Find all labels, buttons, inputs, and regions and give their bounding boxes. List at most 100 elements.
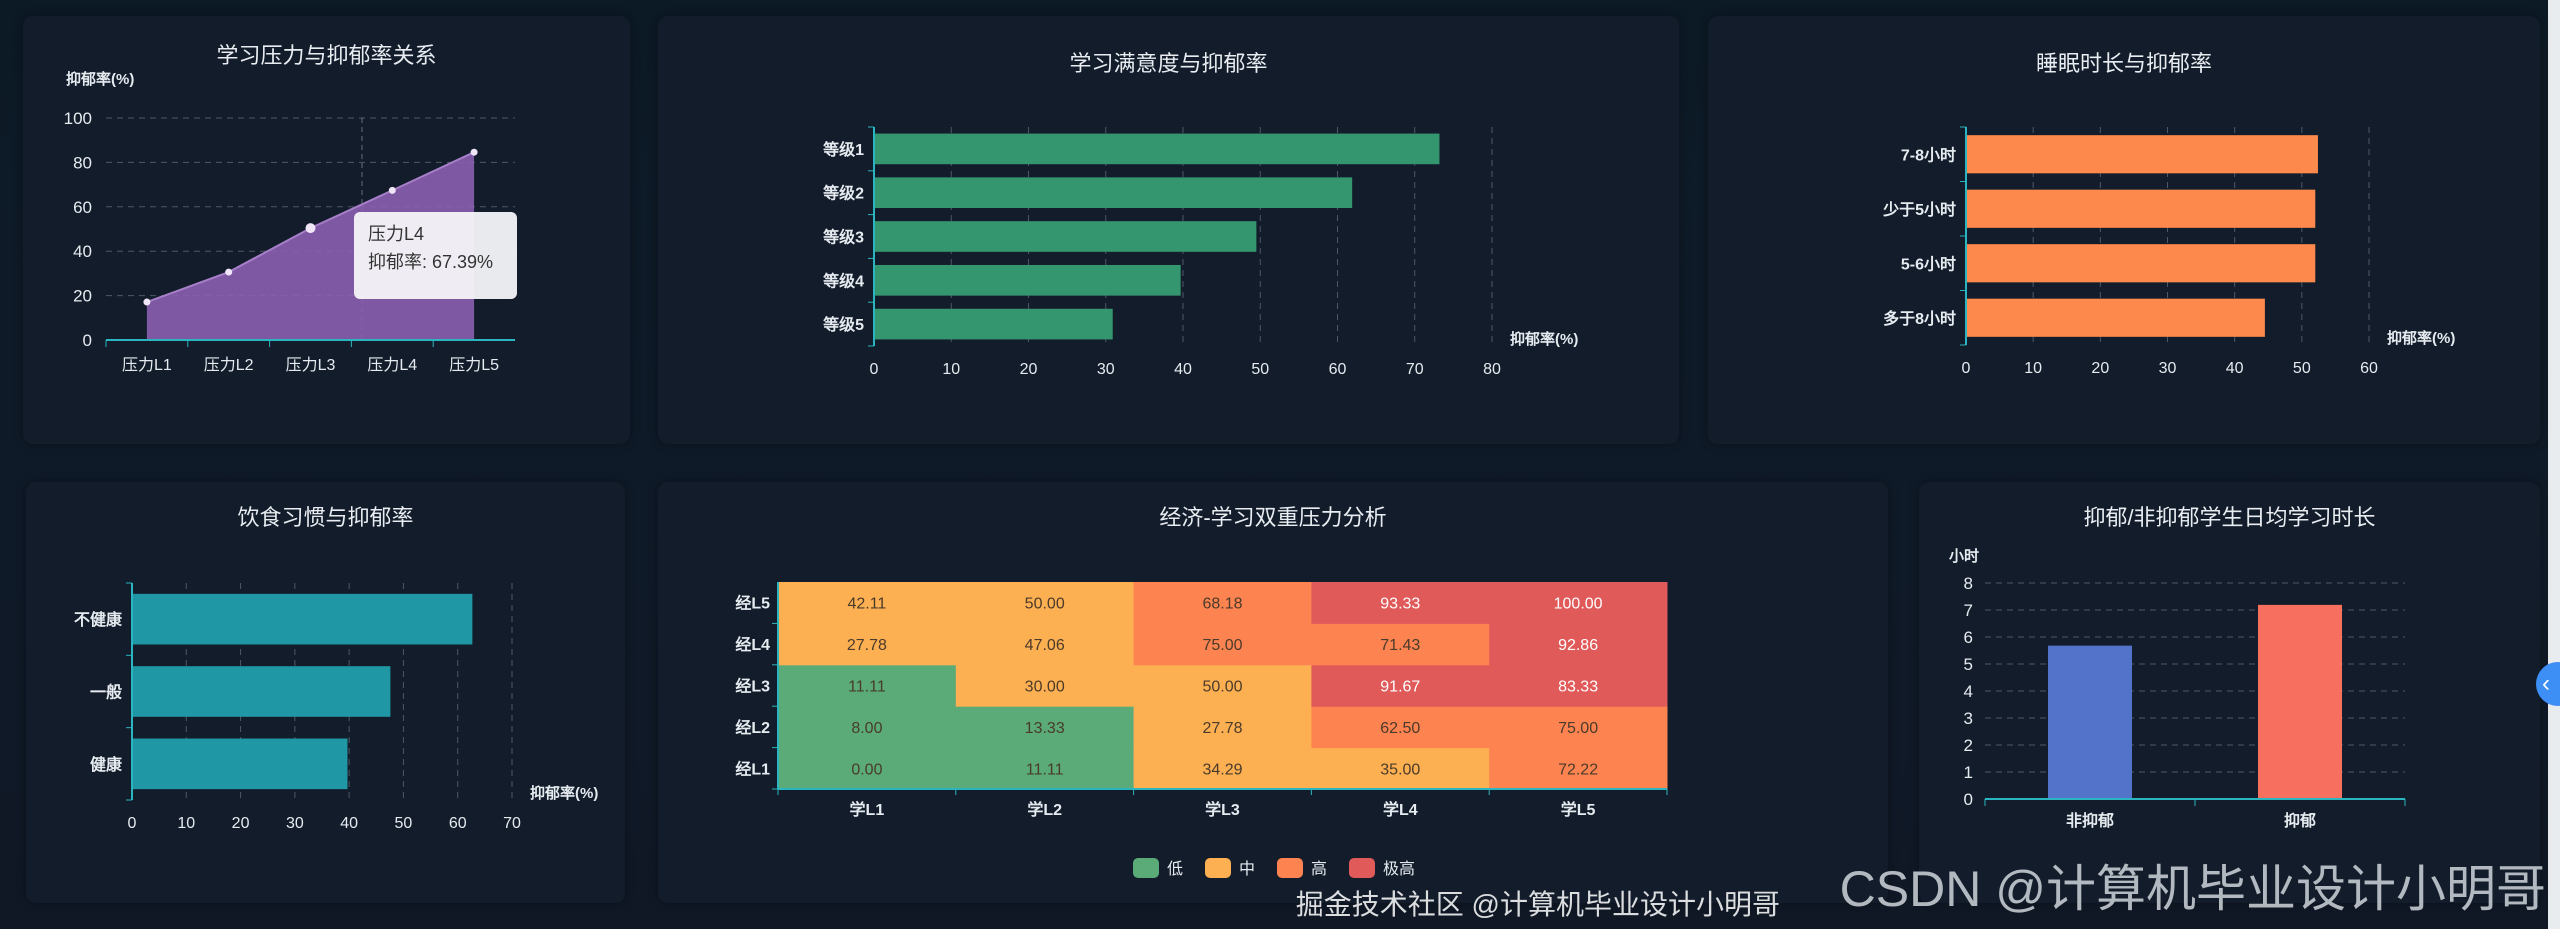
heatmap-cell xyxy=(1133,623,1312,666)
panel-heatmap-chart: 经济-学习双重压力分析 0.00 11.11 34.29 35.00 72.22 8.00… xyxy=(658,482,1888,903)
y-tick-label: 经L3 xyxy=(735,677,770,696)
cell-label: 34.29 xyxy=(1202,761,1242,778)
heatmap-cell xyxy=(778,664,957,707)
bar xyxy=(2258,604,2342,799)
legend-label: 中 xyxy=(1239,860,1255,878)
heatmap-cell xyxy=(1311,582,1490,624)
chart-title: 学习压力与抑郁率关系 xyxy=(216,43,437,68)
heatmap-cell xyxy=(1311,623,1490,666)
x-tick-label: 30 xyxy=(1097,361,1115,378)
bar xyxy=(2048,645,2132,799)
y-tick-label: 100 xyxy=(64,109,92,128)
bar xyxy=(1966,135,2318,174)
x-tick-label: 30 xyxy=(2159,360,2177,377)
cell-label: 100.00 xyxy=(1554,596,1603,613)
data-point xyxy=(388,186,396,194)
y-tick-label: 60 xyxy=(73,198,92,217)
legend-swatch xyxy=(1349,858,1375,878)
cell-label: 13.33 xyxy=(1025,720,1065,737)
bar xyxy=(1966,189,2316,228)
page-edge xyxy=(2548,0,2560,929)
chart-title: 睡眠时长与抑郁率 xyxy=(2035,51,2212,76)
y-tick-label: 40 xyxy=(73,242,92,261)
chart-title: 学习满意度与抑郁率 xyxy=(1069,51,1268,76)
watermark-secondary: 掘金技术社区 @计算机毕业设计小明哥 xyxy=(1295,889,1780,920)
x-axis-label: 抑郁率(%) xyxy=(530,784,598,802)
heatmap-cell xyxy=(1133,747,1312,790)
x-tick-label: 40 xyxy=(2226,360,2244,377)
y-tick-label: 3 xyxy=(1964,709,1973,728)
y-tick-label: 一般 xyxy=(90,683,122,702)
x-tick-label: 40 xyxy=(1174,361,1192,378)
x-tick-label: 抑郁 xyxy=(2284,811,2316,830)
heatmap-cell xyxy=(778,747,957,790)
heatmap-cell xyxy=(1311,747,1490,790)
heatmap-cell xyxy=(1133,582,1312,624)
x-tick-label: 50 xyxy=(2293,360,2311,377)
panel-study-hours-chart: 抑郁/非抑郁学生日均学习时长 0 1 2 3 4 5 6 7 8 小时 非抑郁 抑郁 xyxy=(1919,482,2540,903)
stress-area-chart: 0 20 40 60 80 100 抑郁率(%) 压力L1 压力L2 压力L3 压力L4 压力L5 xyxy=(64,70,515,374)
heatmap-cell xyxy=(778,623,957,666)
y-tick-label: 经L4 xyxy=(735,635,770,654)
y-tick-label: 经L1 xyxy=(735,759,770,778)
x-tick-label: 20 xyxy=(1020,361,1038,378)
y-axis-label: 小时 xyxy=(1949,548,1979,565)
y-tick-label: 多于8小时 xyxy=(1883,309,1956,328)
x-axis-label: 抑郁率(%) xyxy=(1510,330,1578,348)
cell-label: 47.06 xyxy=(1025,637,1065,654)
heatmap-chart: 0.00 11.11 34.29 35.00 72.22 8.00 13.33 27.78 62… xyxy=(735,582,1668,878)
cell-label: 72.22 xyxy=(1558,761,1598,778)
data-point xyxy=(143,298,151,306)
bar xyxy=(1966,244,2316,283)
cell-label: 0.00 xyxy=(851,761,882,778)
y-tick-label: 等级2 xyxy=(822,184,864,203)
y-tick-label: 1 xyxy=(1964,763,1973,782)
y-tick-label: 7-8小时 xyxy=(1901,146,1956,164)
chart-title: 经济-学习双重压力分析 xyxy=(1159,505,1387,530)
heatmap-cell xyxy=(955,582,1135,624)
x-tick-label: 非抑郁 xyxy=(2066,811,2114,830)
cell-label: 27.78 xyxy=(847,637,887,654)
heatmap-cell xyxy=(955,706,1135,749)
x-tick-label: 50 xyxy=(395,815,413,832)
bar xyxy=(132,738,348,790)
cell-label: 75.00 xyxy=(1202,637,1242,654)
y-tick-label: 等级4 xyxy=(822,271,864,290)
heatmap-cell xyxy=(955,747,1135,790)
heatmap-cell xyxy=(778,582,957,624)
x-tick-label: 学L5 xyxy=(1561,800,1596,819)
x-tick-label: 学L2 xyxy=(1027,800,1062,819)
x-tick-label: 20 xyxy=(232,815,250,832)
cell-label: 62.50 xyxy=(1380,720,1420,737)
x-tick-label: 学L4 xyxy=(1383,800,1418,819)
cell-label: 11.11 xyxy=(1026,761,1064,778)
legend-label: 极高 xyxy=(1383,860,1415,878)
y-tick-label: 经L5 xyxy=(735,594,770,613)
heatmap-cell xyxy=(1311,664,1490,707)
bar xyxy=(1966,298,2265,337)
cell-label: 42.11 xyxy=(847,596,886,613)
satisfaction-bar-chart: 0 10 20 30 40 50 60 70 80 抑郁率(%) 等级1 等级2 等级3 等级4 等级5 xyxy=(822,126,1578,378)
y-tick-label: 6 xyxy=(1964,628,1973,647)
watermark: CSDN @计算机毕业设计小明哥 xyxy=(1839,861,2546,917)
cell-label: 35.00 xyxy=(1380,761,1420,778)
x-tick-label: 0 xyxy=(1962,360,1971,377)
bar xyxy=(132,593,473,645)
x-tick-label: 压力L3 xyxy=(286,356,336,374)
y-tick-label: 80 xyxy=(73,153,92,172)
y-tick-label: 等级1 xyxy=(822,140,864,159)
y-tick-label: 4 xyxy=(1964,682,1973,701)
cell-label: 68.18 xyxy=(1202,596,1242,613)
heatmap-cell xyxy=(1489,747,1668,790)
cell-label: 27.78 xyxy=(1202,720,1242,737)
heatmap-cell xyxy=(1133,706,1312,749)
x-tick-label: 40 xyxy=(340,815,358,832)
y-tick-label: 8 xyxy=(1964,574,1973,593)
data-point xyxy=(470,148,478,156)
x-axis-label: 抑郁率(%) xyxy=(2387,329,2455,347)
legend-swatch xyxy=(1133,858,1159,878)
x-tick-label: 10 xyxy=(177,815,195,832)
y-tick-label: 7 xyxy=(1964,601,1973,620)
